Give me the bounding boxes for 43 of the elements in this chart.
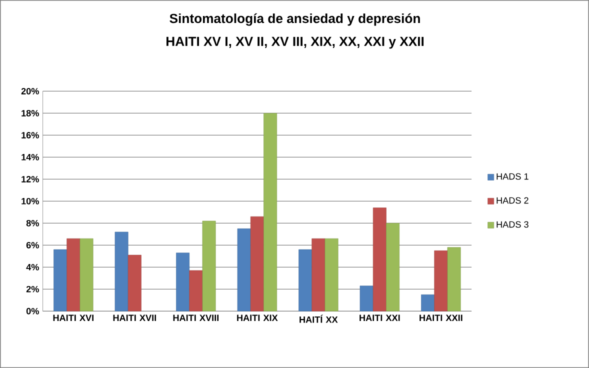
legend-label: HADS 1	[496, 173, 528, 180]
bar	[298, 249, 312, 312]
bar	[372, 208, 386, 312]
bar	[176, 252, 190, 312]
x-tick-label: HAITI XVI	[53, 314, 94, 321]
legend-label: HADS 3	[496, 221, 528, 228]
bar	[114, 232, 128, 312]
y-tick-label: 8%	[26, 220, 39, 226]
bar	[264, 113, 277, 312]
bar	[421, 294, 435, 312]
bar	[202, 220, 216, 312]
legend-label: HADS 2	[496, 197, 528, 204]
bar	[80, 238, 94, 312]
bar	[250, 216, 264, 312]
bar	[66, 238, 80, 312]
x-tick-label: HAITI XXII	[420, 314, 462, 321]
bar	[434, 250, 448, 312]
bar	[386, 223, 400, 312]
y-tick-label: 20%	[21, 88, 39, 94]
y-tick-label: 10%	[22, 198, 39, 204]
chart-subtitle: HAITI XV I, XV II, XV III, XIX, XX, XXI y XXII	[166, 36, 424, 49]
y-tick-label: 12%	[22, 176, 39, 182]
y-tick-label: 2%	[26, 286, 39, 292]
x-tick-label: HAITI XVII	[113, 314, 156, 321]
y-tick-label: 6%	[26, 242, 39, 248]
x-tick-label: HAITÍ XX	[300, 314, 338, 323]
bar	[128, 254, 142, 312]
chart-title: Sintomatología de ansiedad y depresión	[170, 13, 420, 26]
x-tick-label: HAITI XXI	[360, 314, 400, 321]
bar	[237, 228, 251, 312]
y-tick-label: 18%	[22, 110, 39, 116]
bar	[54, 249, 68, 312]
bar	[447, 247, 461, 312]
y-tick-label: 14%	[22, 154, 39, 160]
bar	[360, 286, 374, 312]
x-tick-label: HAITI XVIII	[173, 314, 219, 321]
bar	[324, 238, 338, 312]
bar	[312, 238, 326, 312]
y-tick-label: 0%	[26, 308, 39, 314]
y-tick-label: 16%	[22, 132, 39, 138]
y-tick-label: 4%	[26, 264, 39, 270]
x-tick-label: HAITI XIX	[237, 314, 278, 321]
bar	[189, 270, 203, 312]
